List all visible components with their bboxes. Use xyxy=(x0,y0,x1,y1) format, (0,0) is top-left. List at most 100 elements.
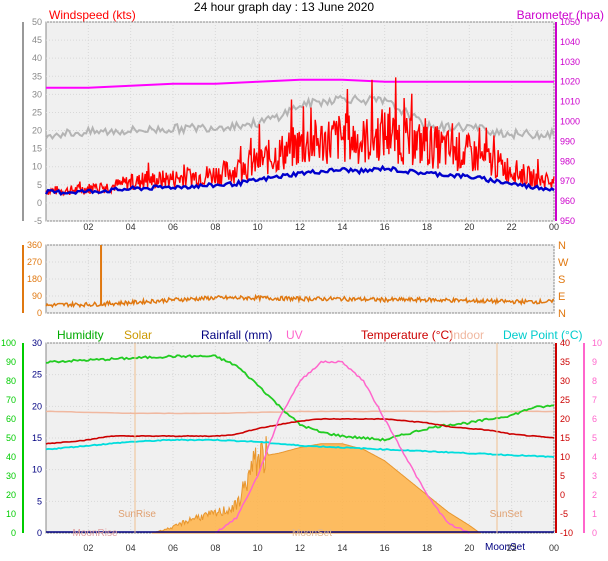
baro-right-tick-3: 980 xyxy=(560,156,575,166)
x-tick-c-1: 04 xyxy=(126,543,136,553)
baro-right-tick-9: 1040 xyxy=(560,37,580,47)
x-tick-w-6: 14 xyxy=(337,222,347,232)
x-tick-c-5: 12 xyxy=(295,543,305,553)
hum-tick-4: 40 xyxy=(6,452,16,462)
hum-tick-1: 10 xyxy=(6,509,16,519)
x-tick-w-8: 18 xyxy=(422,222,432,232)
rain-tick-4: 20 xyxy=(32,401,42,411)
baro-right-tick-4: 990 xyxy=(560,136,575,146)
x-tick-w-4: 10 xyxy=(253,222,263,232)
uv-tick-10: 10 xyxy=(592,338,602,348)
uv-tick-0: 0 xyxy=(592,528,597,538)
dir-left-tick-1: 90 xyxy=(32,291,42,301)
dir-left-tick-0: 0 xyxy=(37,308,42,318)
hum-tick-6: 60 xyxy=(6,414,16,424)
x-tick-w-9: 20 xyxy=(464,222,474,232)
dir-left-tick-2: 180 xyxy=(27,274,42,284)
wind-left-tick-1: 0 xyxy=(37,198,42,208)
x-tick-c-10: 22 xyxy=(507,543,517,553)
wind-left-tick-10: 45 xyxy=(32,35,42,45)
dir-right-tick-0: N xyxy=(558,308,566,320)
baro-right-tick-0: 950 xyxy=(560,216,575,226)
uv-tick-4: 4 xyxy=(592,452,597,462)
legend-humidity: Humidity xyxy=(57,328,104,342)
dir-right-tick-2: S xyxy=(558,274,565,286)
baro-right-tick-1: 960 xyxy=(560,196,575,206)
x-tick-w-5: 12 xyxy=(295,222,305,232)
wind-left-tick-4: 15 xyxy=(32,144,42,154)
legend-temperature: Temperature (°C) xyxy=(361,328,453,342)
uv-series xyxy=(215,360,470,535)
temp-tick-10: 40 xyxy=(560,338,570,348)
hum-tick-2: 20 xyxy=(6,490,16,500)
x-tick-w-10: 22 xyxy=(507,222,517,232)
uv-tick-3: 3 xyxy=(592,471,597,481)
dewpoint-series xyxy=(45,438,555,459)
uv-tick-5: 5 xyxy=(592,433,597,443)
wind-gust-series xyxy=(45,93,555,141)
legend-rainfall: Rainfall (mm) xyxy=(201,328,272,342)
temp-tick-0: -10 xyxy=(560,528,573,538)
wind-left-tick-0: -5 xyxy=(34,216,42,226)
baro-right-tick-2: 970 xyxy=(560,176,575,186)
hum-tick-7: 70 xyxy=(6,395,16,405)
wind-left-tick-8: 35 xyxy=(32,71,42,81)
x-tick-w-11: 00 xyxy=(549,222,559,232)
legend-solar: Solar xyxy=(124,328,152,342)
humidity-series xyxy=(45,354,555,442)
temp-tick-7: 25 xyxy=(560,395,570,405)
rain-tick-2: 10 xyxy=(32,465,42,475)
baro-right-tick-10: 1050 xyxy=(560,17,580,27)
rain-tick-5: 25 xyxy=(32,370,42,380)
dir-left-tick-3: 270 xyxy=(27,257,42,267)
moonset-label-2: MoonSet xyxy=(485,542,525,553)
wind-left-tick-7: 30 xyxy=(32,89,42,99)
legend-indoor: Indoor xyxy=(450,328,484,342)
wind-panel: Windspeed (kts) Barometer (hpa) -5 0 5 10 15… xyxy=(22,8,604,232)
rain-tick-6: 30 xyxy=(32,338,42,348)
rain-tick-0: 0 xyxy=(37,528,42,538)
hum-tick-9: 90 xyxy=(6,357,16,367)
x-tick-c-11: 00 xyxy=(549,543,559,553)
x-tick-c-2: 06 xyxy=(168,543,178,553)
dir-right-tick-3: W xyxy=(558,257,569,269)
baro-right-tick-5: 1000 xyxy=(560,117,580,127)
sunset-label: SunSet xyxy=(490,509,523,520)
page-title: 24 hour graph day : 13 June 2020 xyxy=(194,0,374,14)
x-tick-w-1: 04 xyxy=(126,222,136,232)
indoor-series xyxy=(45,410,554,415)
x-tick-c-3: 08 xyxy=(210,543,220,553)
temp-tick-6: 20 xyxy=(560,414,570,424)
x-tick-c-8: 18 xyxy=(422,543,432,553)
uv-tick-9: 9 xyxy=(592,357,597,367)
wind-direction-series xyxy=(45,293,555,309)
wind-left-tick-11: 50 xyxy=(32,17,42,27)
x-tick-c-9: 20 xyxy=(464,543,474,553)
temperature-series xyxy=(45,417,555,445)
hum-tick-8: 80 xyxy=(6,376,16,386)
temp-tick-5: 15 xyxy=(560,433,570,443)
wind-left-tick-2: 5 xyxy=(37,180,42,190)
legend-uv: UV xyxy=(286,328,303,342)
hum-tick-3: 30 xyxy=(6,471,16,481)
sunrise-label: SunRise xyxy=(118,509,156,520)
x-tick-c-6: 14 xyxy=(337,543,347,553)
dir-left-tick-4: 360 xyxy=(27,240,42,250)
temp-tick-3: 5 xyxy=(560,471,565,481)
baro-right-tick-8: 1030 xyxy=(560,57,580,67)
climate-panel: Humidity Solar Rainfall (mm) UV Temperat… xyxy=(1,328,602,553)
x-tick-w-0: 02 xyxy=(83,222,93,232)
moonset-label: MoonSet xyxy=(292,528,332,539)
wind-left-tick-5: 20 xyxy=(32,126,42,136)
baro-right-tick-6: 1010 xyxy=(560,97,580,107)
x-tick-c-7: 16 xyxy=(380,543,390,553)
temp-tick-9: 35 xyxy=(560,357,570,367)
x-tick-c-4: 10 xyxy=(253,543,263,553)
hum-tick-5: 50 xyxy=(6,433,16,443)
temp-tick-8: 30 xyxy=(560,376,570,386)
wind-left-tick-9: 40 xyxy=(32,53,42,63)
rain-tick-3: 15 xyxy=(32,433,42,443)
hum-tick-10: 100 xyxy=(1,338,16,348)
